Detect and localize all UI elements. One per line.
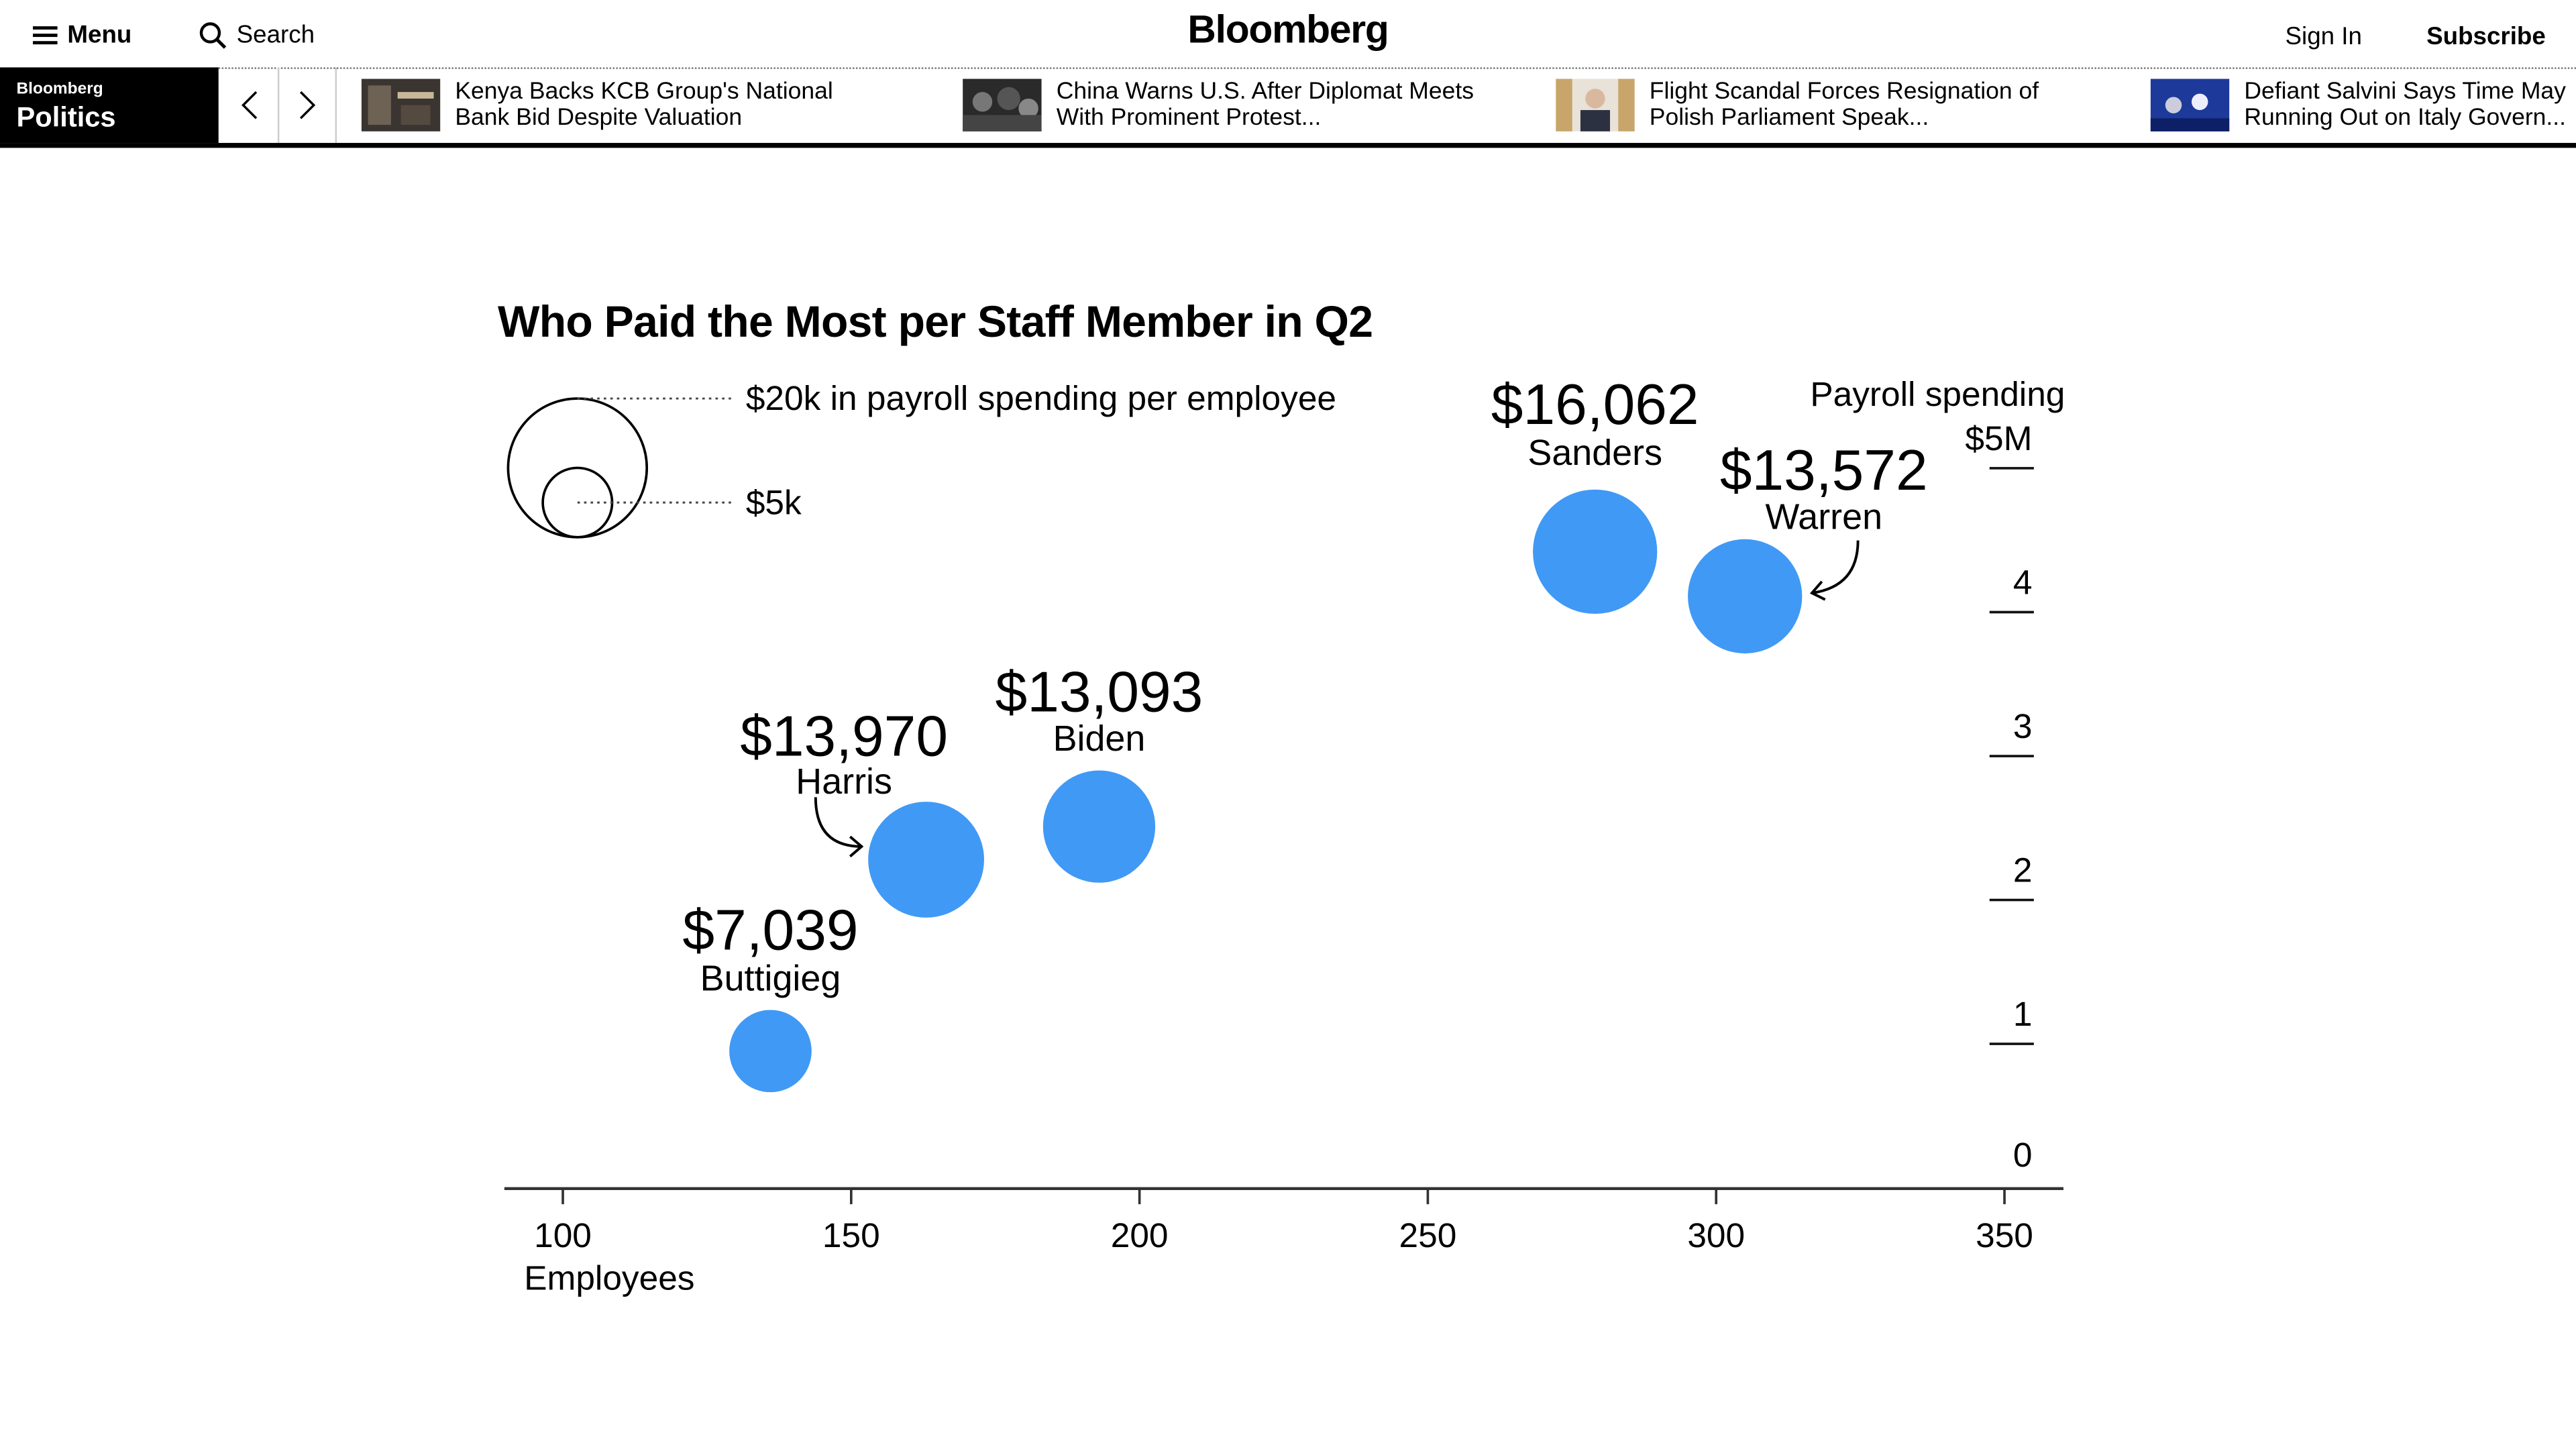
chevron-left-icon bbox=[240, 91, 257, 119]
y-tick-label: 1 bbox=[2013, 994, 2033, 1033]
ticker-story[interactable]: Kenya Backs KCB Group's National Bank Bi… bbox=[361, 78, 833, 131]
warren-arrowhead bbox=[1809, 580, 1826, 601]
search-icon bbox=[199, 22, 227, 49]
x-tick-label: 200 bbox=[1111, 1216, 1169, 1254]
story-headline-line: Bank Bid Despite Valuation bbox=[455, 105, 743, 131]
story-headline-line: Kenya Backs KCB Group's National bbox=[455, 78, 833, 105]
menu-label: Menu bbox=[67, 21, 132, 50]
chevron-right-icon bbox=[299, 91, 315, 119]
y-tick-label: 4 bbox=[2013, 563, 2033, 602]
ticker-story[interactable]: Defiant Salvini Says Time May Running Ou… bbox=[2150, 78, 2566, 131]
harris-pointer-arrow bbox=[814, 797, 862, 848]
size-legend-label: $20k in payroll spending per employee bbox=[746, 378, 1336, 417]
bubble-harris bbox=[868, 802, 984, 918]
search-button[interactable]: Search bbox=[199, 21, 315, 50]
subscribe-link[interactable]: Subscribe bbox=[2426, 23, 2546, 51]
data-value-label: $7,039 bbox=[682, 898, 858, 963]
warren-pointer-arrow bbox=[1811, 540, 1860, 594]
candidate-name-label: Warren bbox=[1765, 497, 1882, 537]
harris-arrowhead bbox=[849, 835, 864, 858]
bubble-buttigieg bbox=[729, 1010, 812, 1093]
y-tick-label: 0 bbox=[2013, 1135, 2033, 1174]
candidate-name-label: Sanders bbox=[1527, 433, 1662, 473]
story-headline-line: With Prominent Protest... bbox=[1056, 105, 1322, 131]
y-tick-label: 3 bbox=[2013, 706, 2033, 745]
x-tick-label: 300 bbox=[1687, 1216, 1745, 1254]
y-tick-label: 2 bbox=[2013, 851, 2033, 890]
story-headline-line: Running Out on Italy Govern... bbox=[2244, 105, 2566, 131]
ticker-story[interactable]: Flight Scandal Forces Resignation of Pol… bbox=[1556, 78, 2039, 131]
story-headline-line: China Warns U.S. After Diplomat Meets bbox=[1056, 78, 1474, 105]
candidate-name-label: Buttigieg bbox=[700, 959, 841, 999]
story-headline-line: Polish Parliament Speak... bbox=[1649, 105, 1929, 131]
story-ticker: Bloomberg Politics Kenya Backs KCB Group… bbox=[0, 67, 2576, 148]
ticker-story[interactable]: China Warns U.S. After Diplomat Meets Wi… bbox=[963, 78, 1474, 131]
menu-button[interactable]: Menu bbox=[32, 21, 132, 50]
bubble-sanders bbox=[1533, 489, 1658, 614]
data-value-label: $16,062 bbox=[1491, 372, 1699, 437]
bubble-warren bbox=[1688, 539, 1803, 654]
search-label: Search bbox=[236, 21, 315, 50]
sign-in-link[interactable]: Sign In bbox=[2285, 23, 2362, 51]
y-axis-label: Payroll spending bbox=[1810, 374, 2065, 413]
x-axis-label: Employees bbox=[524, 1258, 694, 1297]
y-tick-label: $5M bbox=[1965, 419, 2032, 458]
ticker-next-button[interactable] bbox=[278, 67, 337, 144]
story-thumbnail-image bbox=[963, 78, 1042, 131]
story-thumbnail-image bbox=[361, 78, 441, 131]
chart-title: Who Paid the Most per Staff Member in Q2 bbox=[498, 297, 1373, 347]
data-value-label: $13,970 bbox=[740, 704, 948, 769]
x-tick-label: 150 bbox=[822, 1216, 880, 1254]
size-legend-label: $5k bbox=[746, 482, 802, 521]
story-thumbnail-image bbox=[1556, 78, 1635, 131]
bubble-biden bbox=[1042, 770, 1156, 883]
candidate-name-label: Biden bbox=[1053, 718, 1146, 759]
ticker-prev-button[interactable] bbox=[220, 67, 280, 144]
section-badge-politics[interactable]: Bloomberg Politics bbox=[0, 67, 219, 144]
x-tick-label: 350 bbox=[1976, 1216, 2033, 1254]
candidate-name-label: Harris bbox=[796, 761, 892, 802]
data-value-label: $13,093 bbox=[996, 659, 1203, 724]
data-value-label: $13,572 bbox=[1720, 438, 1928, 502]
section-badge-name: Politics bbox=[16, 101, 116, 133]
bloomberg-logo[interactable]: Bloomberg bbox=[1187, 8, 1389, 53]
story-headline-line: Defiant Salvini Says Time May bbox=[2244, 78, 2566, 105]
story-headline-line: Flight Scandal Forces Resignation of bbox=[1649, 78, 2039, 105]
section-badge-brand: Bloomberg bbox=[16, 80, 103, 99]
story-thumbnail-image bbox=[2150, 78, 2230, 131]
x-tick-label: 100 bbox=[534, 1216, 592, 1254]
top-nav-bar: Menu Search Bloomberg Sign In Subscribe bbox=[0, 0, 2576, 69]
hamburger-icon bbox=[32, 26, 58, 45]
x-tick-label: 250 bbox=[1399, 1216, 1457, 1254]
